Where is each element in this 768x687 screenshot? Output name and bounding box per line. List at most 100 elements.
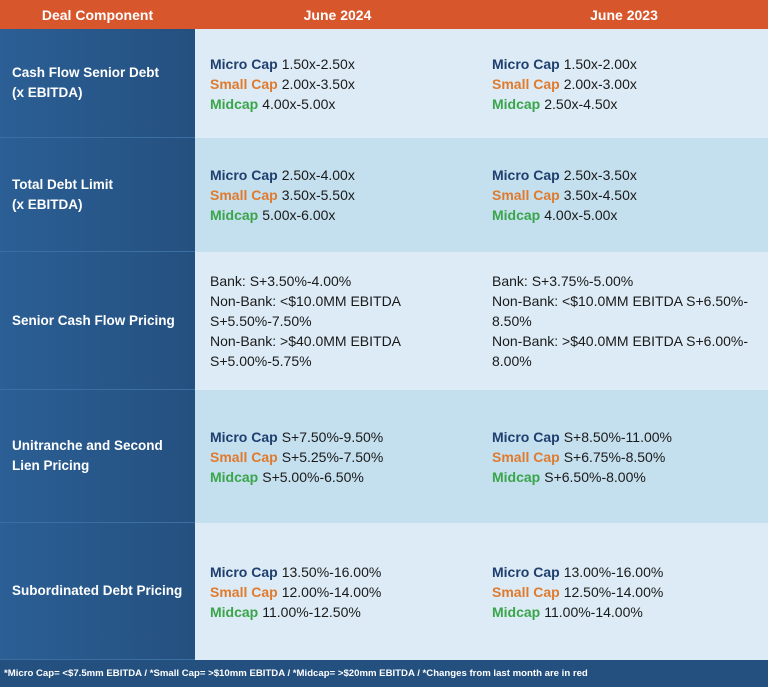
tier-name: Small Cap: [492, 187, 560, 203]
header-text: June 2023: [590, 6, 658, 23]
value-text: 13.00%-16.00%: [563, 563, 664, 580]
value-line: Midcap 4.00x-5.00x: [492, 205, 768, 225]
value-cell: Micro Cap S+7.50%-9.50% Small Cap S+5.25%-7…: [195, 390, 480, 523]
footnote: *Micro Cap= <$7.5mm EBITDA / *Small Cap=…: [0, 660, 768, 687]
label-line: (x EBITDA): [12, 196, 83, 212]
value-line: Small Cap 2.00x-3.50x: [210, 74, 480, 94]
header-cell: June 2023: [480, 0, 768, 29]
value-text: 3.50x-4.50x: [563, 187, 637, 203]
value-cell: Micro Cap 13.50%-16.00% Small Cap 12.00%-14…: [195, 523, 480, 660]
value-cell: Bank: S+3.75%-5.00% Non-Bank: <$10.0MM EB…: [480, 252, 768, 390]
value-text: S+5.50%-7.50%: [210, 313, 312, 329]
value-text: 5.00x-6.00x: [262, 207, 336, 223]
value-line: Bank: S+3.75%-5.00%: [492, 271, 768, 291]
value-line: Micro Cap S+8.50%-11.00%: [492, 427, 768, 447]
value-line: Non-Bank: >$40.0MM EBITDA S+6.00%-: [492, 331, 768, 351]
value-line: Micro Cap 1.50x-2.00x: [492, 54, 768, 74]
value-line: Midcap 5.00x-6.00x: [210, 205, 480, 225]
value-line: 8.00%: [492, 351, 768, 371]
value-text: 3.50x-5.50x: [281, 187, 355, 203]
value-cell: Micro Cap 1.50x-2.50x Small Cap 2.00x-3.50x…: [195, 29, 480, 138]
tier-name: Micro Cap: [492, 563, 560, 580]
label-line: (x EBITDA): [12, 85, 83, 100]
value-text: Bank: S+3.75%-5.00%: [492, 273, 634, 289]
header-cell: June 2024: [195, 0, 480, 29]
tier-name: Small Cap: [210, 75, 278, 92]
label-line: Lien Pricing: [12, 458, 90, 473]
value-cell: Micro Cap 2.50x-3.50x Small Cap 3.50x-4.50x…: [480, 138, 768, 252]
value-text: Non-Bank: <$10.0MM EBITDA S+6.50%-: [492, 293, 749, 309]
value-line: Small Cap 2.00x-3.00x: [492, 74, 768, 94]
value-text: S+5.25%-7.50%: [281, 448, 384, 465]
tier-name: Small Cap: [492, 75, 560, 92]
value-line: Small Cap 12.50%-14.00%: [492, 582, 768, 602]
footnote-text: *Micro Cap= <$7.5mm EBITDA / *Small Cap=…: [4, 668, 588, 679]
row-label: Senior Cash Flow Pricing: [0, 252, 195, 390]
tier-name: Midcap: [210, 207, 259, 223]
value-text: 4.00x-5.00x: [544, 207, 618, 223]
value-line: Micro Cap 2.50x-4.00x: [210, 165, 480, 185]
label-line: Cash Flow Senior Debt: [12, 65, 160, 80]
value-text: S+6.50%-8.00%: [544, 468, 646, 485]
value-text: Bank: S+3.50%-4.00%: [210, 273, 352, 289]
value-text: 4.00x-5.00x: [262, 95, 336, 112]
tier-name: Midcap: [492, 95, 541, 112]
label-line: Total Debt Limit: [12, 176, 113, 192]
value-line: S+5.00%-5.75%: [210, 351, 480, 371]
tier-name: Midcap: [492, 207, 541, 223]
value-line: Micro Cap 2.50x-3.50x: [492, 165, 768, 185]
value-cell: Micro Cap S+8.50%-11.00% Small Cap S+6.75%-…: [480, 390, 768, 523]
row-label: Total Debt Limit (x EBITDA): [0, 138, 195, 252]
tier-name: Micro Cap: [492, 55, 560, 72]
value-text: 11.00%-12.50%: [262, 603, 361, 620]
value-line: Micro Cap 13.00%-16.00%: [492, 562, 768, 582]
value-line: Non-Bank: >$40.0MM EBITDA: [210, 331, 480, 351]
label-line: Unitranche and Second: [12, 438, 163, 453]
value-line: Small Cap 12.00%-14.00%: [210, 582, 480, 602]
value-text: 1.50x-2.00x: [563, 55, 637, 72]
header-text: Deal Component: [41, 6, 154, 23]
value-text: S+5.00%-6.50%: [262, 468, 364, 485]
value-text: 12.50%-14.00%: [563, 583, 664, 600]
value-line: Micro Cap 13.50%-16.00%: [210, 562, 480, 582]
value-line: Midcap 4.00x-5.00x: [210, 94, 480, 114]
tier-name: Micro Cap: [210, 563, 278, 580]
label-line: Senior Cash Flow Pricing: [12, 312, 175, 328]
value-line: Non-Bank: <$10.0MM EBITDA S+6.50%-: [492, 291, 768, 311]
tier-name: Micro Cap: [210, 428, 278, 445]
tier-name: Small Cap: [210, 187, 278, 203]
value-text: S+7.50%-9.50%: [281, 428, 384, 445]
tier-name: Small Cap: [492, 583, 560, 600]
value-text: 1.50x-2.50x: [281, 55, 355, 72]
tier-name: Micro Cap: [492, 428, 560, 445]
value-text: Non-Bank: <$10.0MM EBITDA: [210, 293, 402, 309]
value-line: Midcap S+5.00%-6.50%: [210, 467, 480, 487]
value-cell: Micro Cap 2.50x-4.00x Small Cap 3.50x-5.50x…: [195, 138, 480, 252]
header-cell: Deal Component: [0, 0, 195, 29]
value-text: 2.50x-4.50x: [544, 95, 618, 112]
value-text: Non-Bank: >$40.0MM EBITDA S+6.00%-: [492, 333, 749, 349]
tier-name: Small Cap: [210, 448, 278, 465]
tier-name: Midcap: [210, 603, 259, 620]
value-text: S+5.00%-5.75%: [210, 353, 312, 369]
row-label: Cash Flow Senior Debt (x EBITDA): [0, 29, 195, 138]
value-text: S+6.75%-8.50%: [563, 448, 666, 465]
value-line: Midcap S+6.50%-8.00%: [492, 467, 768, 487]
value-line: Small Cap S+6.75%-8.50%: [492, 447, 768, 467]
value-text: S+8.50%-11.00%: [563, 428, 673, 445]
value-text: 2.50x-3.50x: [563, 167, 637, 183]
value-text: 8.50%: [492, 313, 532, 329]
header-text: June 2024: [303, 6, 372, 23]
row-label: Subordinated Debt Pricing: [0, 523, 195, 660]
value-line: S+5.50%-7.50%: [210, 311, 480, 331]
value-line: Micro Cap S+7.50%-9.50%: [210, 427, 480, 447]
value-line: 8.50%: [492, 311, 768, 331]
value-text: 12.00%-14.00%: [281, 583, 382, 600]
value-line: Non-Bank: <$10.0MM EBITDA: [210, 291, 480, 311]
tier-name: Midcap: [492, 603, 541, 620]
value-text: 11.00%-14.00%: [544, 603, 643, 620]
tier-name: Midcap: [210, 95, 259, 112]
tier-name: Midcap: [492, 468, 541, 485]
value-line: Micro Cap 1.50x-2.50x: [210, 54, 480, 74]
tier-name: Micro Cap: [492, 167, 560, 183]
